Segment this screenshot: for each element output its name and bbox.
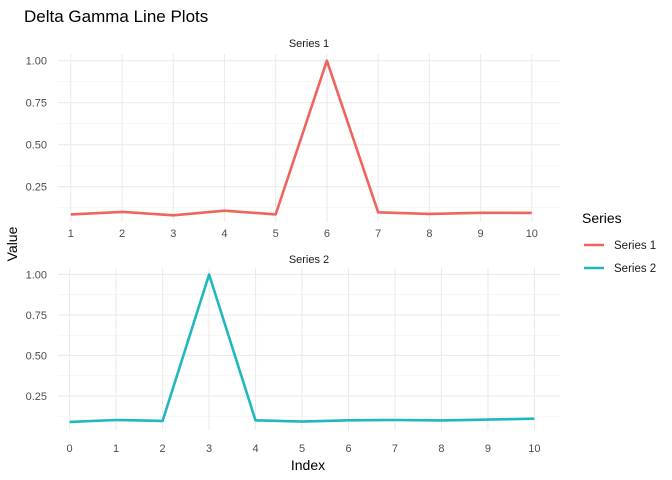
panels: Series 10.250.500.751.001 2 3 4 5 6 7 8 9 10Serie… bbox=[26, 38, 560, 455]
x-tick-label: 2 bbox=[160, 443, 166, 455]
legend-label: Series 2 bbox=[614, 263, 656, 275]
panel-1: Series 1 0.25 0.50 0.75 1.00 1 2 3 4 5 6 7 8 9 10 bbox=[26, 38, 560, 240]
series-line-2 bbox=[69, 273, 535, 424]
y-tick-label: 0.75 bbox=[26, 98, 47, 110]
x-tick-label: 10 bbox=[526, 228, 538, 240]
x-tick-label: 0 bbox=[67, 443, 73, 455]
x-tick-label: 2 bbox=[119, 228, 125, 240]
x-tick-label: 1 bbox=[113, 443, 119, 455]
y-tick-label: 1.00 bbox=[26, 56, 47, 68]
series-line-1 bbox=[70, 59, 532, 217]
x-tick-label: 1 bbox=[68, 228, 74, 240]
y-tick-label: 1.00 bbox=[26, 269, 47, 281]
x-tick-label: 9 bbox=[478, 228, 484, 240]
panel-label: Series 1 bbox=[289, 38, 329, 50]
x-tick-label: 3 bbox=[206, 443, 212, 455]
x-tick-label: 10 bbox=[528, 443, 540, 455]
x-tick-label: 8 bbox=[438, 443, 444, 455]
x-tick-label: 7 bbox=[375, 228, 381, 240]
legend-title: Series bbox=[582, 210, 622, 226]
x-tick-label: 4 bbox=[221, 228, 227, 240]
legend-label: Series 1 bbox=[614, 240, 656, 252]
y-tick-label: 0.50 bbox=[26, 350, 47, 362]
y-axis-title: Value bbox=[4, 226, 20, 261]
y-tick-label: 0.25 bbox=[26, 182, 47, 194]
x-tick-label: 3 bbox=[170, 228, 176, 240]
x-tick-label: 6 bbox=[345, 443, 351, 455]
panel-label: Series 2 bbox=[289, 254, 329, 266]
x-axis-title: Index bbox=[291, 457, 325, 473]
x-tick-label: 8 bbox=[426, 228, 432, 240]
panel-2: Series 2 0.25 0.50 0.75 1.00 0 1 2 3 4 5 6 7 8 9 10 bbox=[26, 254, 560, 455]
y-tick-label: 0.25 bbox=[26, 391, 47, 403]
y-tick-label: 0.50 bbox=[26, 140, 47, 152]
x-tick-label: 9 bbox=[485, 443, 491, 455]
legend: Series Series 1 Series 2 bbox=[582, 210, 656, 275]
x-tick-label: 5 bbox=[273, 228, 279, 240]
x-tick-label: 7 bbox=[392, 443, 398, 455]
x-tick-label: 5 bbox=[299, 443, 305, 455]
y-tick-label: 0.75 bbox=[26, 310, 47, 322]
x-tick-label: 6 bbox=[324, 228, 330, 240]
x-tick-label: 4 bbox=[252, 443, 258, 455]
chart-title: Delta Gamma Line Plots bbox=[24, 7, 208, 26]
